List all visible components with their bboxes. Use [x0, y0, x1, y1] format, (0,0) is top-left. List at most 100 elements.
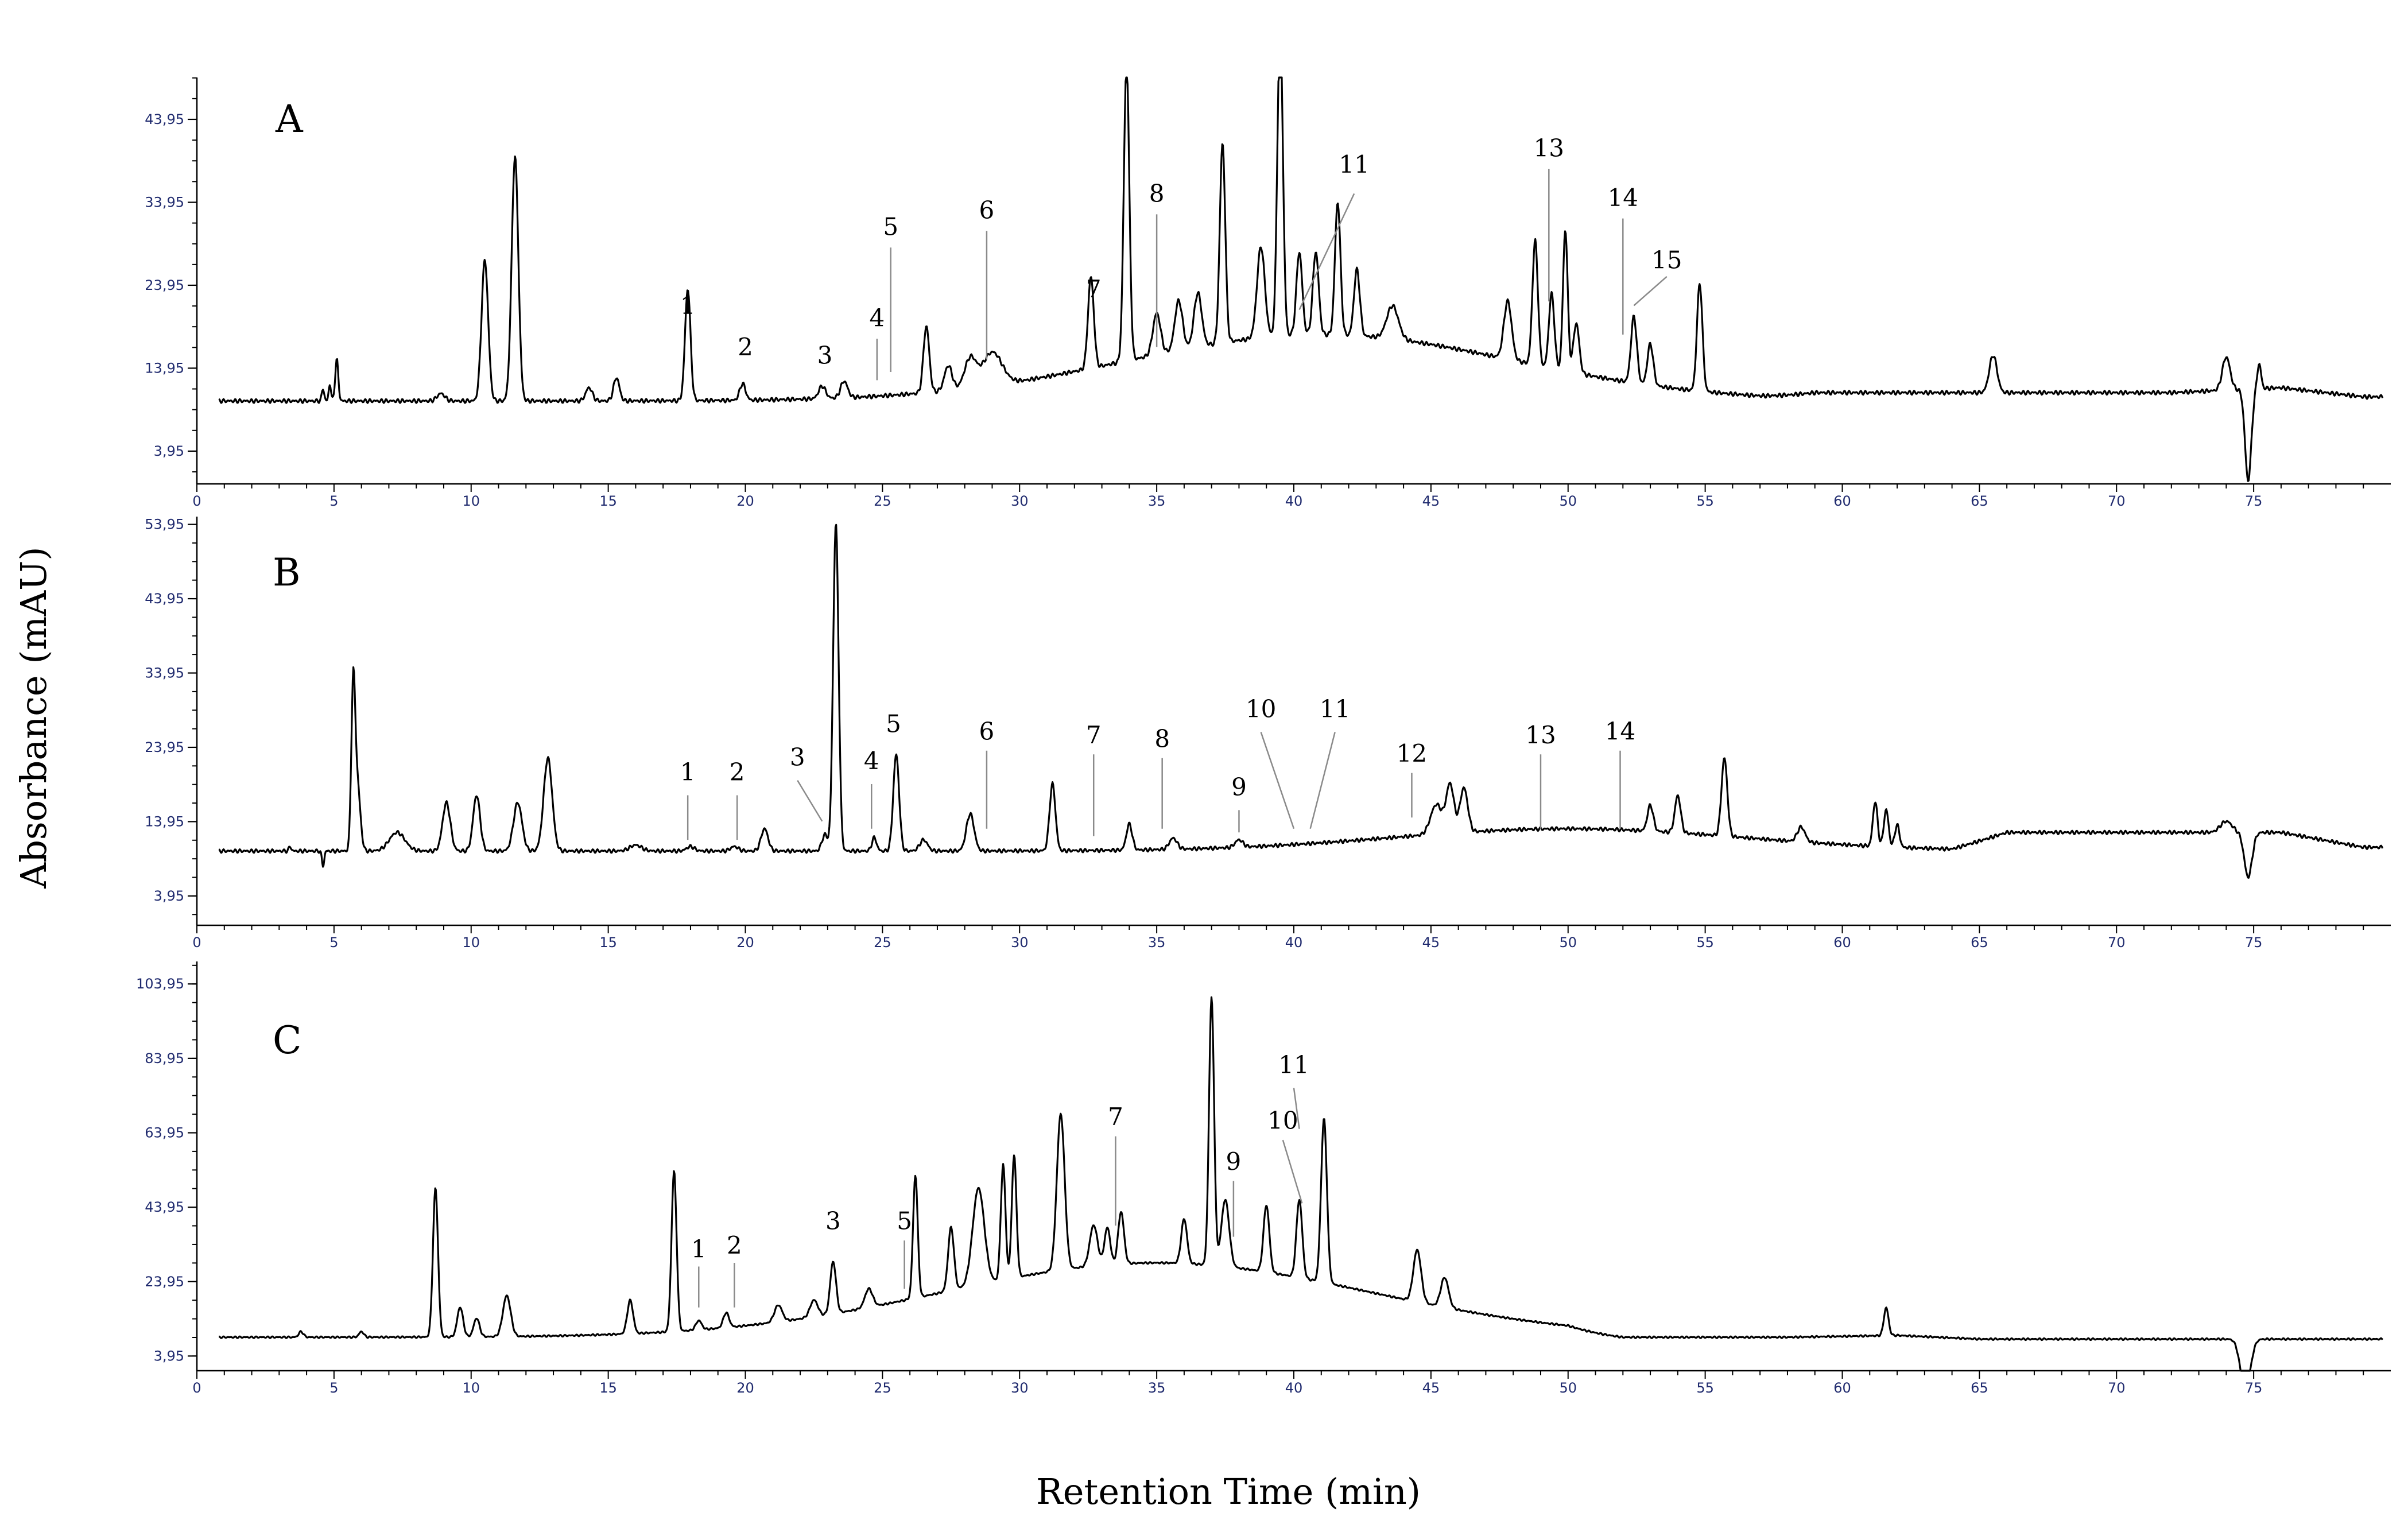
- peak-label: 12: [1397, 739, 1427, 767]
- peak-label: 14: [1608, 184, 1638, 212]
- peak-label: 1: [691, 1235, 707, 1263]
- x-tick-label: 75: [2245, 493, 2263, 509]
- y-tick-label: 53,95: [145, 517, 184, 533]
- peak-label: 10: [1246, 695, 1276, 723]
- peak-label: 8: [1154, 724, 1170, 753]
- y-tick-label: 3,95: [154, 1348, 184, 1364]
- y-tick-label: 43,95: [145, 591, 184, 607]
- peak-label: 7: [1108, 1103, 1123, 1131]
- y-tick-label: 33,95: [145, 665, 184, 681]
- x-tick-label: 20: [736, 493, 754, 509]
- x-tick-label: 45: [1422, 934, 1440, 951]
- x-tick-label: 0: [192, 493, 201, 509]
- x-tick-label: 35: [1148, 1380, 1166, 1396]
- y-tick-label: 13,95: [145, 813, 184, 829]
- y-tick-label: 83,95: [145, 1050, 184, 1067]
- y-tick-label: 3,95: [154, 888, 184, 904]
- y-tick-label: 43,95: [145, 1199, 184, 1215]
- peak-label: 6: [979, 717, 995, 745]
- chromatogram-trace: [218, 996, 2383, 1372]
- x-tick-label: 25: [874, 934, 891, 951]
- x-tick-label: 5: [329, 1380, 338, 1396]
- panel-b: 0 5 10 15 20 25 30 35 40 45 50 55 60 65 70 753,9513,952…: [145, 517, 2391, 951]
- panel-label-c: C: [273, 1018, 302, 1062]
- x-tick-label: 20: [736, 934, 754, 951]
- y-tick-label: 63,95: [145, 1124, 184, 1141]
- x-tick-label: 50: [1559, 1380, 1577, 1396]
- x-tick-label: 70: [2108, 493, 2126, 509]
- peak-label: 11: [1339, 150, 1369, 179]
- peak-label: 10: [1267, 1107, 1298, 1135]
- peak-label: 9: [1231, 773, 1247, 801]
- x-tick-label: 30: [1011, 1380, 1029, 1396]
- x-tick-label: 5: [329, 934, 338, 951]
- chromatogram-trace: [218, 523, 2384, 879]
- x-tick-label: 60: [1833, 493, 1851, 509]
- peak-label: 2: [730, 758, 745, 786]
- y-tick-label: 33,95: [145, 194, 184, 210]
- x-tick-label: 35: [1148, 493, 1166, 509]
- peak-label: 9: [1226, 1147, 1242, 1176]
- x-tick-label: 65: [1971, 934, 1988, 951]
- y-tick-label: 23,95: [145, 739, 184, 755]
- peak-leader-line: [797, 779, 823, 822]
- peak-label: 6: [979, 196, 995, 224]
- peak-label: 7: [1086, 275, 1102, 303]
- x-tick-label: 55: [1696, 1380, 1714, 1396]
- peak-label: 2: [727, 1231, 742, 1259]
- x-tick-label: 5: [329, 493, 338, 509]
- x-tick-label: 15: [599, 934, 617, 951]
- x-axis-title: Retention Time (min): [1036, 1471, 1421, 1513]
- x-tick-label: 55: [1696, 934, 1714, 951]
- x-tick-label: 25: [874, 1380, 891, 1396]
- x-tick-label: 0: [192, 1380, 201, 1396]
- peak-label: 13: [1534, 134, 1564, 162]
- y-tick-label: 103,95: [136, 976, 184, 992]
- y-tick-label: 3,95: [154, 443, 184, 459]
- peak-label: 1: [680, 758, 696, 786]
- y-tick-label: 43,95: [145, 111, 184, 127]
- x-tick-label: 20: [736, 1380, 754, 1396]
- panel-a: 0 5 10 15 20 25 30 35 40 45 50 55 60 65 70 753,9513,952…: [145, 76, 2391, 509]
- x-tick-label: 45: [1422, 493, 1440, 509]
- peak-label: 1: [680, 292, 696, 320]
- peak-label: 3: [790, 743, 805, 771]
- panel-label-b: B: [273, 550, 301, 595]
- x-tick-label: 10: [462, 934, 480, 951]
- x-tick-label: 50: [1559, 493, 1577, 509]
- x-tick-label: 60: [1833, 934, 1851, 951]
- peak-label: 11: [1278, 1050, 1309, 1079]
- y-axis-title: Absorbance (mAU): [13, 546, 55, 889]
- peak-leader-line: [1309, 732, 1336, 829]
- peak-leader-line: [1633, 276, 1668, 307]
- peak-label: 13: [1525, 721, 1556, 749]
- peak-label: 7: [1086, 721, 1102, 749]
- peak-leader-line: [1298, 193, 1355, 311]
- x-tick-label: 40: [1285, 493, 1303, 509]
- peak-label: 3: [825, 1207, 841, 1235]
- y-tick-label: 23,95: [145, 1274, 184, 1290]
- chromatogram-trace: [218, 76, 2384, 482]
- x-tick-label: 50: [1559, 934, 1577, 951]
- peak-label: 5: [886, 709, 901, 738]
- x-tick-label: 30: [1011, 934, 1029, 951]
- peak-label: 11: [1320, 695, 1350, 723]
- x-tick-label: 35: [1148, 934, 1166, 951]
- panel-label-a: A: [275, 97, 304, 141]
- panel-c: 0 5 10 15 20 25 30 35 40 45 50 55 60 65 70 753,9523,954…: [136, 961, 2391, 1396]
- peak-label: 8: [1149, 180, 1165, 208]
- x-tick-label: 40: [1285, 934, 1303, 951]
- peak-label: 4: [869, 304, 885, 332]
- y-tick-label: 13,95: [145, 360, 184, 376]
- peak-label: 2: [738, 333, 753, 361]
- x-tick-label: 10: [462, 493, 480, 509]
- x-tick-label: 30: [1011, 493, 1029, 509]
- x-tick-label: 60: [1833, 1380, 1851, 1396]
- peak-leader-line: [1282, 1139, 1303, 1204]
- x-tick-label: 15: [599, 1380, 617, 1396]
- x-tick-label: 65: [1971, 493, 1988, 509]
- x-tick-label: 15: [599, 493, 617, 509]
- peak-label: 3: [817, 341, 833, 369]
- y-tick-label: 23,95: [145, 277, 184, 293]
